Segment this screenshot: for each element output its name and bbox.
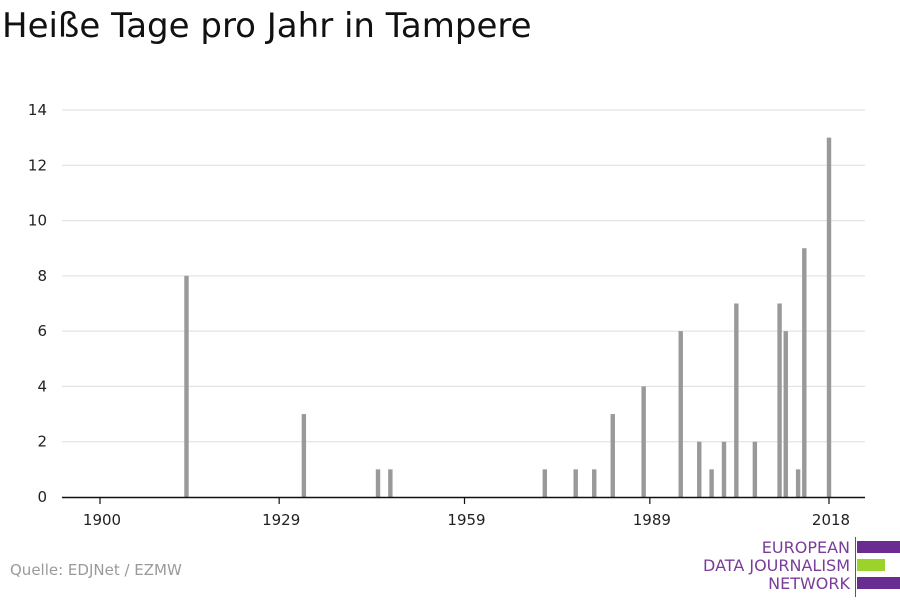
bar-2006	[752, 441, 758, 497]
bar-1980	[592, 469, 597, 497]
bar-1933	[301, 414, 307, 497]
logo-bar-purple-top	[857, 541, 900, 553]
bar-1947	[388, 469, 393, 497]
logo-line-3: NETWORK	[768, 574, 850, 593]
source-note: Quelle: EDJNet / EZMW	[10, 561, 182, 579]
y-tick-label: 0	[37, 488, 47, 506]
logo-bar-green	[857, 559, 885, 571]
y-tick-label: 6	[37, 322, 47, 340]
logo-line-1: EUROPEAN	[761, 538, 850, 557]
x-tick-label: 1929	[262, 511, 300, 529]
x-tick-label: 1900	[83, 511, 121, 529]
bar-1914	[184, 275, 189, 497]
bar-2011	[783, 331, 788, 497]
chart-title: Heiße Tage pro Jahr in Tampere	[2, 6, 532, 46]
x-tick-label: 1989	[633, 511, 671, 529]
y-tick-label: 2	[37, 433, 47, 451]
y-tick-label: 4	[37, 377, 47, 395]
y-tick-label: 14	[28, 101, 47, 119]
bar-2010	[777, 303, 782, 497]
bar-1977	[573, 469, 578, 497]
edjnet-logo: EUROPEAN DATA JOURNALISM NETWORK	[700, 537, 900, 597]
bar-chart: 0 2 4 6 8 10 12 14 1900 1929 1959 1989 2018	[28, 101, 865, 529]
logo-divider	[855, 537, 856, 597]
y-tick-label: 8	[37, 267, 47, 285]
x-tick-label: 1959	[447, 511, 485, 529]
y-tick-label: 12	[28, 156, 47, 174]
bar-1983	[610, 414, 615, 497]
logo-bar-purple-bottom	[857, 577, 900, 589]
bar-1945	[375, 469, 381, 497]
bar-2003	[734, 303, 739, 497]
x-axis	[62, 496, 865, 504]
bar-1994	[678, 331, 683, 497]
bar-2001	[721, 441, 727, 497]
bar-1999	[709, 469, 714, 497]
bar-1997	[697, 441, 702, 497]
bar-2018	[826, 137, 832, 497]
y-tick-label: 10	[28, 212, 47, 230]
x-tick-label: 2018	[812, 511, 850, 529]
grid-lines	[62, 109, 865, 443]
bar-1972	[542, 469, 548, 497]
bar-1988	[641, 386, 646, 497]
bar-2014	[802, 248, 807, 497]
bar-2013	[795, 469, 801, 497]
logo-line-2: DATA JOURNALISM	[703, 556, 850, 575]
tick-labels: 0 2 4 6 8 10 12 14 1900 1929 1959 1989 2018	[28, 101, 850, 529]
bars	[184, 137, 832, 497]
